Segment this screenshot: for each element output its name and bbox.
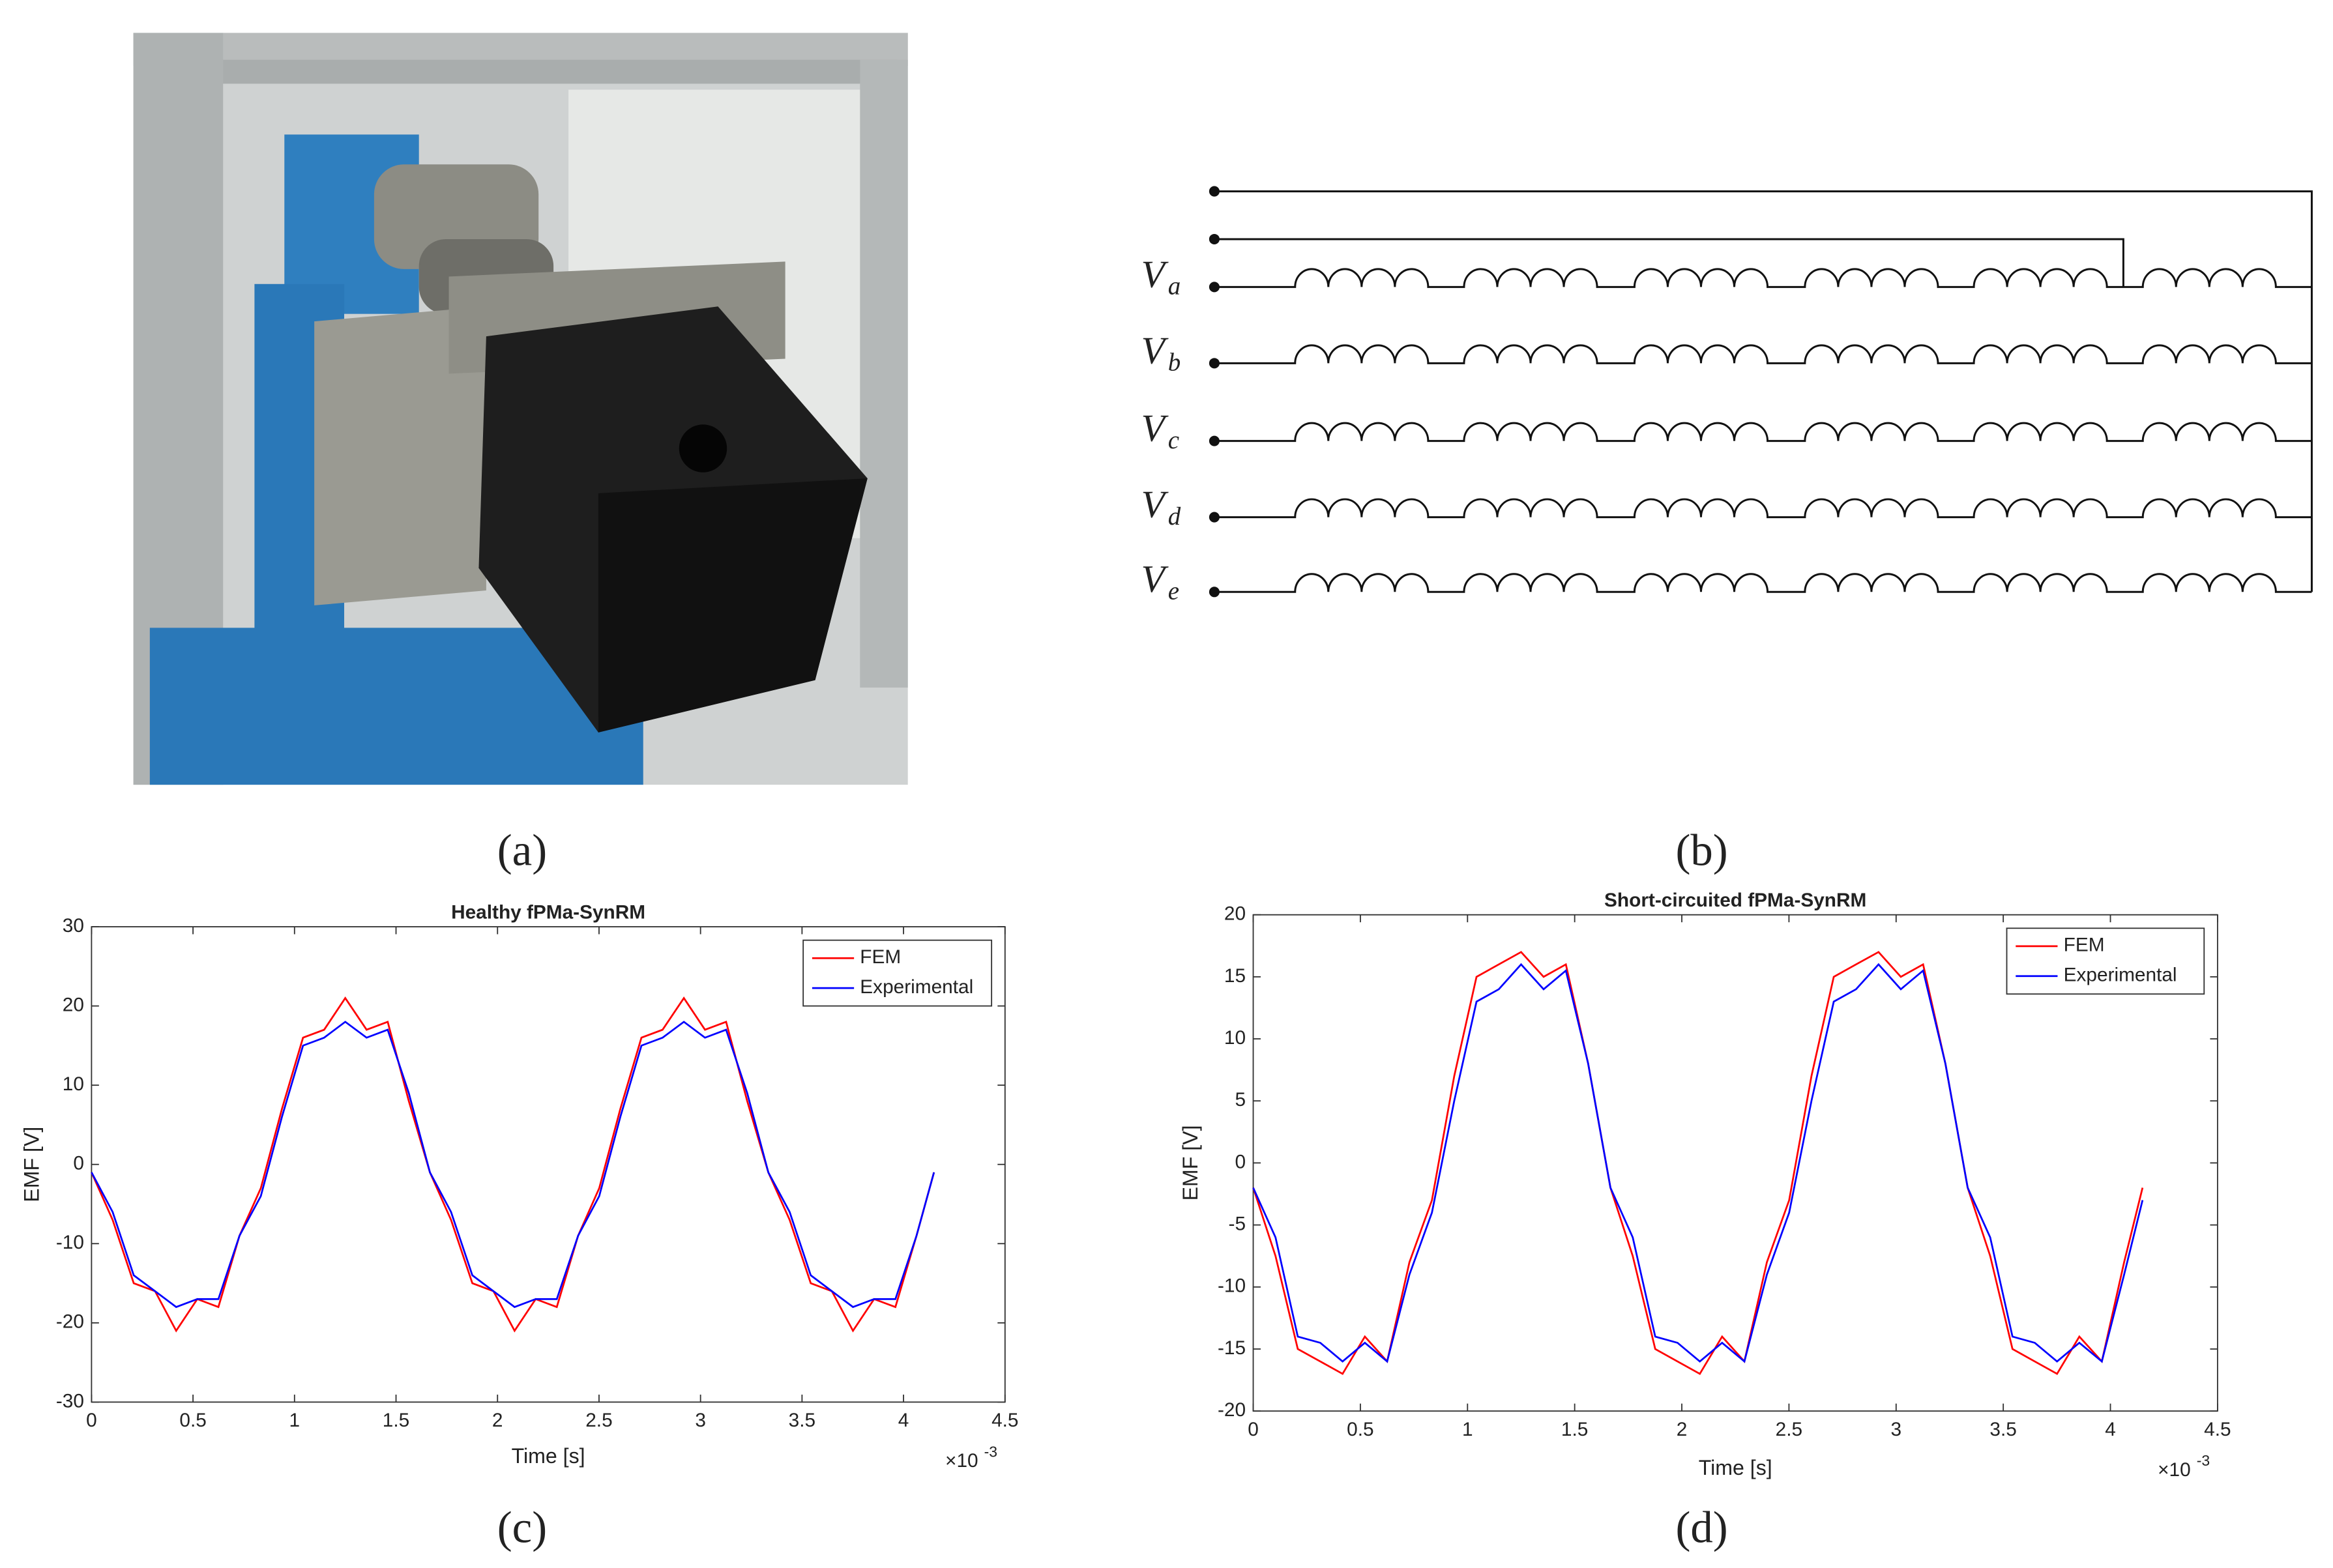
y-axis-label: EMF [V] [20,1127,43,1202]
winding [1214,268,2312,288]
wire [1214,190,2313,592]
x-tick-label: 4 [2105,1419,2116,1440]
panel-caption: (a) [497,826,547,875]
y-tick-label: 0 [73,1153,84,1174]
x-tick-label: 1.5 [1561,1419,1588,1440]
winding [1214,498,2312,519]
x-tick-label: 3.5 [789,1410,815,1431]
x-tick-label: 3 [1890,1419,1901,1440]
y-tick-label: 10 [1224,1027,1246,1049]
terminal [1209,186,1220,197]
series-line [1252,963,2144,1363]
legend-label: Experimental [2064,965,2177,986]
x-tick-label: 1.5 [383,1410,409,1431]
x-tick-label: 2.5 [1776,1419,1802,1440]
terminal [1209,358,1220,369]
wire [1214,238,2124,287]
terminal [1209,587,1220,598]
y-tick-label: 15 [1224,965,1246,987]
x-multiplier: ×10 [945,1450,978,1472]
motor-side [598,478,868,733]
x-multiplier-exponent: -3 [984,1443,997,1460]
winding [1214,422,2312,443]
series-line [91,1021,935,1309]
frame-bar [194,59,898,84]
x-tick-label: 0.5 [1347,1419,1373,1440]
x-tick-label: 4 [898,1410,909,1431]
y-tick-label: 20 [63,994,84,1015]
panel-caption: (d) [1676,1503,1728,1552]
y-tick-label: 0 [1235,1151,1246,1172]
x-tick-label: 4.5 [2204,1419,2231,1440]
x-tick-label: 1 [289,1410,301,1431]
phase-label: V [1141,483,1169,526]
phase-label: V [1141,557,1169,600]
photo [133,33,908,785]
y-tick-label: -15 [1218,1337,1246,1359]
winding [1214,573,2312,593]
x-axis-label: Time [s] [1699,1456,1772,1479]
phase-label: V [1141,252,1169,295]
y-tick-label: -30 [56,1390,84,1412]
x-tick-label: 0.5 [179,1410,206,1431]
panel-caption: (b) [1676,826,1728,875]
terminal [1209,282,1220,293]
terminal [1209,435,1220,446]
x-tick-label: 0 [86,1410,97,1431]
x-tick-label: 2 [1677,1419,1688,1440]
y-tick-label: 10 [63,1073,84,1095]
phase-subscript: b [1168,349,1181,377]
circuit [1209,186,2313,598]
x-axis-label: Time [s] [512,1444,585,1468]
x-tick-label: 2 [492,1410,503,1431]
legend-label: Experimental [860,976,973,998]
y-tick-label: 5 [1235,1089,1246,1111]
x-tick-label: 3.5 [1989,1419,2016,1440]
frame-right [860,59,908,688]
x-multiplier-exponent: -3 [2197,1452,2210,1469]
y-tick-label: 30 [63,915,84,936]
y-tick-label: 20 [1224,903,1246,925]
x-multiplier: ×10 [2158,1459,2191,1481]
x-tick-label: 4.5 [991,1410,1018,1431]
panel-caption: (c) [497,1503,547,1552]
terminal [1209,233,1220,245]
phase-subscript: e [1168,577,1179,605]
x-tick-label: 3 [695,1410,706,1431]
terminal [1209,512,1220,523]
legend-label: FEM [860,946,901,968]
chart-title: Short-circuited fPMa-SynRM [1604,890,1866,911]
phase-label: V [1141,328,1169,371]
y-axis-label: EMF [V] [1179,1125,1202,1200]
legend-label: FEM [2064,935,2105,956]
y-tick-label: -20 [1218,1399,1246,1421]
legend-box [2006,927,2205,995]
plate [314,306,486,605]
winding [1214,344,2312,364]
y-tick-label: -10 [1218,1275,1246,1297]
phase-subscript: c [1168,426,1179,454]
y-tick-label: -5 [1229,1213,1246,1234]
x-tick-label: 2.5 [585,1410,612,1431]
y-tick-label: -20 [56,1311,84,1333]
x-tick-label: 1 [1462,1419,1473,1440]
legend-box [802,939,993,1007]
phase-subscript: a [1168,272,1181,300]
phase-subscript: d [1168,502,1181,530]
y-tick-label: -10 [56,1232,84,1253]
connector [679,424,727,472]
x-tick-label: 0 [1248,1419,1259,1440]
chart-title: Healthy fPMa-SynRM [451,901,645,923]
plot-area [1252,914,2218,1412]
series-line [1252,951,2144,1375]
phase-label: V [1141,407,1169,450]
